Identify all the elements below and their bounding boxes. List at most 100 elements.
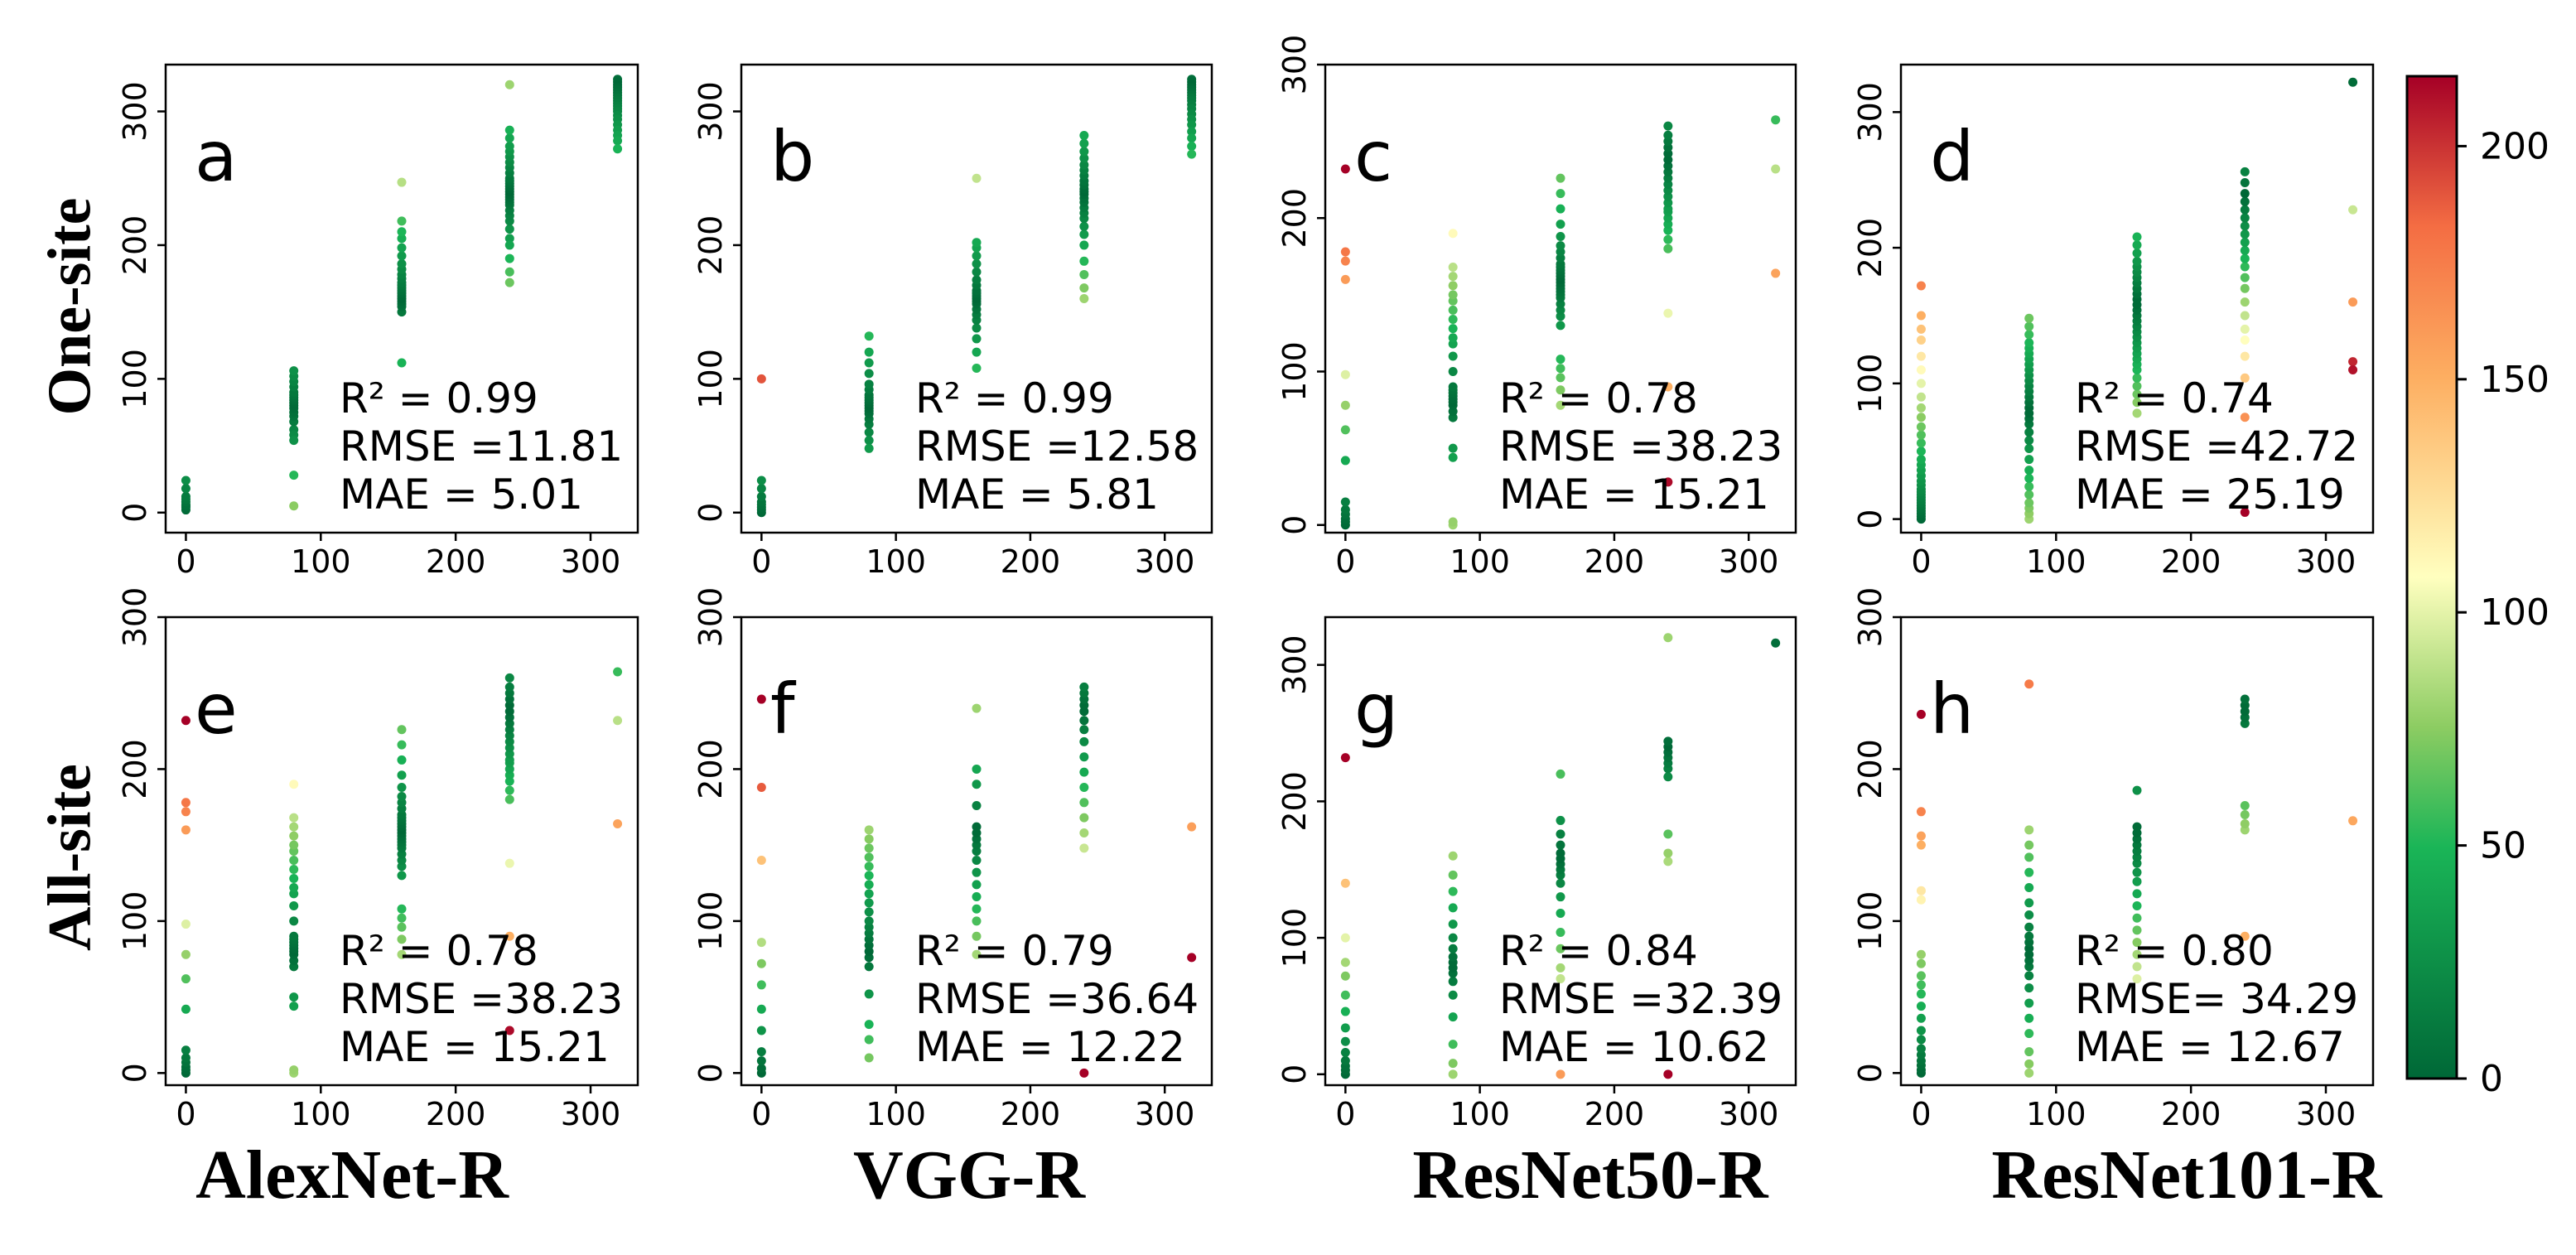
data-point <box>1556 892 1565 902</box>
y-tick-label: 0 <box>117 1063 153 1083</box>
y-tick-label: 300 <box>1852 587 1889 648</box>
data-point <box>2240 335 2250 345</box>
data-point <box>1663 829 1673 839</box>
data-point <box>397 922 407 932</box>
data-point <box>1916 895 1926 905</box>
data-point <box>504 80 514 89</box>
data-point <box>2024 498 2034 508</box>
data-point <box>1663 308 1673 318</box>
data-point <box>972 822 982 832</box>
data-point <box>1340 1047 1350 1057</box>
data-point <box>1340 456 1350 466</box>
data-point <box>972 275 982 285</box>
stat-line: MAE = 5.01 <box>340 471 583 519</box>
data-point <box>1340 256 1350 266</box>
x-tick-label: 200 <box>1585 1096 1645 1132</box>
x-tick-label: 200 <box>1001 1096 1061 1132</box>
data-point <box>1556 848 1565 858</box>
data-point <box>972 334 982 344</box>
data-point <box>1663 857 1673 866</box>
data-point <box>2240 196 2250 206</box>
x-tick-label: 200 <box>1585 543 1645 580</box>
data-point <box>1771 638 1781 648</box>
data-point <box>1079 283 1089 293</box>
data-point <box>864 825 874 835</box>
data-point <box>756 782 766 792</box>
data-point <box>1079 160 1089 170</box>
data-point <box>864 889 874 899</box>
data-point <box>2024 321 2034 331</box>
stat-line: RMSE =38.23 <box>340 975 623 1023</box>
data-point <box>504 253 514 263</box>
data-point <box>2132 867 2142 877</box>
data-point <box>1916 949 1926 959</box>
data-point <box>1916 1002 1926 1011</box>
data-point <box>1448 1069 1458 1079</box>
data-point <box>1187 149 1197 159</box>
data-point <box>972 780 982 789</box>
stat-line: R² = 0.84 <box>1499 927 1698 975</box>
data-point <box>756 938 766 948</box>
data-point <box>1079 828 1089 837</box>
data-point <box>397 871 407 881</box>
panel-letter: d <box>1930 116 1974 197</box>
data-point <box>2240 507 2250 517</box>
data-point <box>397 949 407 959</box>
y-tick-label: 100 <box>117 891 153 952</box>
data-point <box>1916 1026 1926 1035</box>
data-point <box>864 843 874 853</box>
stat-line: RMSE =11.81 <box>340 422 623 471</box>
y-tick-label: 200 <box>117 739 153 799</box>
data-point <box>2132 381 2142 391</box>
data-point <box>1448 1040 1458 1050</box>
data-point <box>1556 1069 1565 1079</box>
data-point <box>2240 297 2250 307</box>
data-point <box>1448 903 1458 913</box>
axes-frame <box>1899 63 2375 534</box>
data-point <box>2348 357 2358 367</box>
x-tick-label: 0 <box>1911 543 1931 580</box>
data-point <box>1448 382 1458 392</box>
data-point <box>1079 147 1089 157</box>
data-point <box>2024 1047 2034 1057</box>
data-point <box>397 913 407 923</box>
data-point <box>2240 351 2250 361</box>
data-point <box>1079 153 1089 163</box>
stat-line: RMSE= 34.29 <box>2075 975 2358 1023</box>
data-point <box>397 259 407 269</box>
data-point <box>1448 851 1458 861</box>
data-point <box>756 694 766 704</box>
colorbar-tick-label: 150 <box>2480 359 2549 401</box>
x-tick-label: 100 <box>291 543 351 580</box>
data-point <box>1187 141 1197 151</box>
x-tick-label: 0 <box>1911 1096 1931 1132</box>
x-tick-label: 100 <box>2026 1096 2086 1132</box>
data-point <box>2132 232 2142 242</box>
axes-frame <box>1899 615 2375 1087</box>
data-point <box>1079 767 1089 777</box>
data-point <box>1448 933 1458 943</box>
data-point <box>397 904 407 914</box>
data-point <box>181 825 191 835</box>
data-point <box>504 267 514 277</box>
data-point <box>2240 800 2250 810</box>
y-tick-label: 0 <box>692 1063 729 1083</box>
data-point <box>1556 231 1565 241</box>
x-tick-label: 0 <box>751 543 771 580</box>
data-point <box>289 780 299 789</box>
data-point <box>972 800 982 810</box>
data-point <box>2132 240 2142 250</box>
data-point <box>972 856 982 866</box>
y-tick-label: 100 <box>692 349 729 409</box>
data-point <box>2348 816 2358 826</box>
data-point <box>289 883 299 893</box>
data-point <box>289 822 299 832</box>
data-point <box>756 491 766 501</box>
data-point <box>1556 908 1565 918</box>
data-point <box>864 379 874 389</box>
data-point <box>504 224 514 234</box>
data-point <box>289 501 299 511</box>
data-point <box>1448 1012 1458 1022</box>
data-point <box>1556 840 1565 850</box>
